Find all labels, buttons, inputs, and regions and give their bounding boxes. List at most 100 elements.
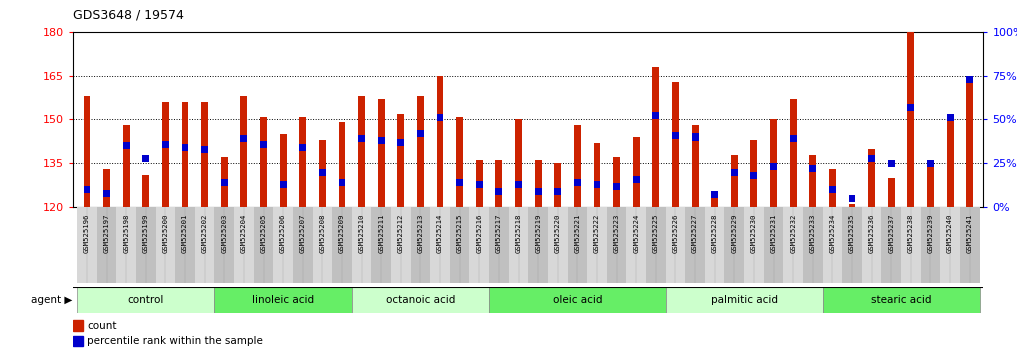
- Bar: [790, 99, 796, 207]
- Text: GSM525231: GSM525231: [771, 213, 777, 252]
- Bar: [495, 160, 502, 207]
- Text: GSM525197: GSM525197: [104, 213, 110, 252]
- Text: GSM525204: GSM525204: [241, 213, 247, 252]
- Bar: [548, 207, 567, 283]
- Bar: [567, 207, 587, 283]
- Text: GSM525220: GSM525220: [554, 213, 560, 252]
- Bar: [339, 122, 346, 207]
- Bar: [869, 149, 875, 207]
- Bar: [136, 207, 156, 283]
- Bar: [470, 207, 489, 283]
- Bar: [391, 207, 411, 283]
- Bar: [574, 179, 581, 186]
- Text: GSM525235: GSM525235: [849, 213, 855, 252]
- Bar: [842, 207, 861, 283]
- Bar: [77, 207, 97, 283]
- Bar: [73, 336, 83, 347]
- Text: GSM525207: GSM525207: [300, 213, 306, 252]
- Bar: [907, 32, 914, 207]
- Bar: [215, 207, 234, 283]
- Bar: [240, 135, 247, 142]
- Bar: [672, 81, 679, 207]
- Text: GSM525234: GSM525234: [830, 213, 835, 252]
- Bar: [215, 287, 352, 313]
- Text: GSM525223: GSM525223: [613, 213, 619, 252]
- Bar: [457, 116, 463, 207]
- Bar: [594, 181, 600, 188]
- Bar: [711, 191, 718, 198]
- Bar: [411, 207, 430, 283]
- Bar: [240, 96, 247, 207]
- Bar: [607, 207, 626, 283]
- Bar: [960, 207, 979, 283]
- Text: GSM525221: GSM525221: [575, 213, 581, 252]
- Bar: [823, 287, 979, 313]
- Text: GSM525208: GSM525208: [319, 213, 325, 252]
- Bar: [280, 134, 287, 207]
- Text: GSM525211: GSM525211: [378, 213, 384, 252]
- Bar: [371, 207, 391, 283]
- Text: GSM525236: GSM525236: [869, 213, 875, 252]
- Bar: [201, 146, 208, 153]
- Bar: [182, 102, 188, 207]
- Bar: [928, 160, 934, 167]
- Bar: [195, 207, 215, 283]
- Bar: [339, 179, 346, 186]
- Bar: [221, 158, 228, 207]
- Bar: [947, 120, 954, 207]
- Text: oleic acid: oleic acid: [552, 295, 602, 305]
- Bar: [436, 76, 443, 207]
- Bar: [476, 181, 483, 188]
- Bar: [790, 135, 796, 142]
- Text: GSM525214: GSM525214: [437, 213, 443, 252]
- Bar: [358, 96, 365, 207]
- Text: control: control: [127, 295, 164, 305]
- Bar: [829, 186, 836, 193]
- Bar: [554, 163, 561, 207]
- Bar: [731, 169, 737, 176]
- Bar: [299, 144, 306, 151]
- Bar: [430, 207, 450, 283]
- Text: linoleic acid: linoleic acid: [252, 295, 314, 305]
- Bar: [319, 169, 325, 176]
- Text: GSM525217: GSM525217: [496, 213, 502, 252]
- Bar: [489, 287, 666, 313]
- Bar: [358, 135, 365, 142]
- Text: GSM525233: GSM525233: [810, 213, 816, 252]
- Bar: [711, 193, 718, 207]
- Bar: [377, 99, 384, 207]
- Bar: [175, 207, 195, 283]
- Bar: [920, 207, 941, 283]
- Bar: [901, 207, 920, 283]
- Bar: [457, 179, 463, 186]
- Bar: [613, 183, 620, 190]
- Bar: [947, 114, 954, 121]
- Text: GSM525226: GSM525226: [672, 213, 678, 252]
- Bar: [907, 104, 914, 111]
- Text: GSM525202: GSM525202: [201, 213, 207, 252]
- Bar: [299, 116, 306, 207]
- Bar: [123, 125, 129, 207]
- Bar: [77, 287, 215, 313]
- Bar: [398, 114, 404, 207]
- Text: GSM525218: GSM525218: [516, 213, 522, 252]
- Text: GSM525241: GSM525241: [967, 213, 972, 252]
- Bar: [646, 207, 666, 283]
- Bar: [293, 207, 312, 283]
- Bar: [417, 96, 424, 207]
- Bar: [97, 207, 116, 283]
- Bar: [260, 116, 266, 207]
- Bar: [515, 181, 522, 188]
- Bar: [83, 186, 91, 193]
- Bar: [83, 96, 91, 207]
- Bar: [274, 207, 293, 283]
- Text: GSM525238: GSM525238: [908, 213, 914, 252]
- Bar: [260, 141, 266, 148]
- Bar: [823, 207, 842, 283]
- Bar: [333, 207, 352, 283]
- Bar: [731, 154, 737, 207]
- Bar: [587, 207, 607, 283]
- Bar: [770, 163, 777, 170]
- Bar: [633, 137, 640, 207]
- Bar: [803, 207, 823, 283]
